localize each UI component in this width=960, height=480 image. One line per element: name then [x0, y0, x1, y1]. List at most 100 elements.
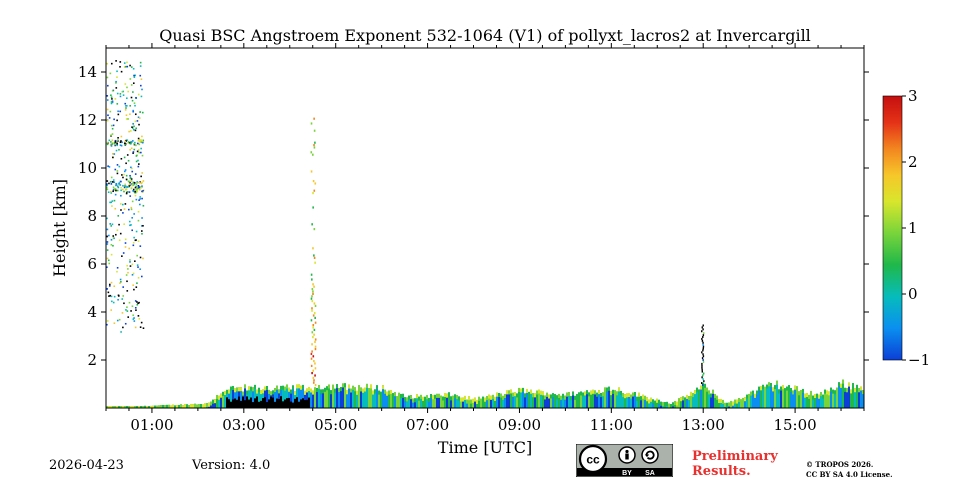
bl-column-top — [468, 396, 470, 401]
bl-column — [418, 396, 420, 408]
bl-column-top — [704, 383, 706, 388]
cirrus-point — [124, 102, 127, 105]
bl-column-top — [588, 392, 590, 397]
bl-column-top — [216, 395, 218, 400]
bl-column-top — [310, 388, 312, 393]
low-angstroem-cell — [232, 399, 234, 408]
bl-column-top — [728, 402, 730, 407]
bl-column — [736, 399, 738, 408]
bl-column-top — [674, 401, 676, 406]
plume-point — [312, 376, 315, 379]
cirrus-point — [110, 309, 113, 311]
bl-column — [224, 391, 226, 408]
bl-column — [796, 386, 798, 408]
cirrus-point — [106, 217, 108, 220]
bl-column — [406, 397, 408, 408]
bl-column — [608, 386, 610, 408]
cirrus-point — [128, 130, 130, 133]
plume-point — [310, 357, 313, 360]
bl-column-top — [474, 397, 476, 402]
footer-version: Version: 4.0 — [192, 458, 271, 473]
cirrus-point — [124, 188, 127, 191]
bl-column-top — [820, 392, 822, 397]
cirrus-point — [128, 185, 131, 188]
bl-column — [378, 390, 380, 408]
bl-column-top — [720, 398, 722, 403]
bl-column — [838, 382, 840, 408]
bl-column-top — [132, 406, 134, 408]
cirrus-point — [110, 96, 113, 99]
bl-column — [236, 387, 238, 408]
bl-column-top — [616, 391, 618, 396]
cirrus-point — [120, 331, 122, 333]
bl-column — [544, 395, 546, 408]
bl-column-top — [194, 403, 196, 408]
cirrus-point — [106, 143, 109, 146]
cirrus-point — [124, 184, 126, 187]
bl-column — [388, 390, 390, 408]
bl-column-top — [824, 389, 826, 394]
bl-column-top — [210, 401, 212, 406]
cirrus-point — [124, 203, 127, 205]
cirrus-point — [133, 317, 135, 319]
cirrus-point — [116, 70, 118, 73]
bl-column-top — [838, 382, 840, 387]
bl-column — [590, 390, 592, 408]
bl-column-top — [528, 391, 530, 396]
bl-column — [306, 388, 308, 408]
bl-column — [692, 393, 694, 408]
low-angstroem-cell — [304, 399, 306, 408]
bl-column — [304, 390, 306, 408]
cirrus-point — [131, 305, 134, 308]
bl-column — [244, 384, 246, 408]
cirrus-point — [135, 309, 137, 311]
cirrus-point — [125, 140, 127, 142]
cirrus-point — [125, 309, 127, 311]
plume-point — [312, 324, 315, 327]
cirrus-point — [108, 262, 111, 265]
cirrus-point — [121, 90, 124, 93]
bl-column — [812, 395, 814, 408]
bl-column — [464, 395, 466, 408]
cirrus-point — [130, 186, 133, 189]
bl-column-top — [124, 406, 126, 408]
cirrus-point — [113, 181, 116, 183]
cirrus-point — [125, 105, 128, 107]
bl-column-top — [664, 402, 666, 407]
bl-column-top — [606, 387, 608, 392]
cirrus-point — [126, 154, 129, 156]
low-angstroem-cell — [280, 396, 282, 408]
plume-point — [312, 381, 315, 384]
cirrus-point — [113, 118, 115, 121]
cirrus-point — [114, 168, 117, 171]
cirrus-point — [141, 88, 143, 91]
cirrus-point — [124, 65, 127, 68]
cirrus-point — [129, 148, 131, 151]
thin-column-point — [701, 368, 703, 371]
bl-column — [788, 385, 790, 408]
low-angstroem-cell — [238, 396, 240, 408]
cirrus-point — [131, 99, 134, 102]
cirrus-point — [125, 118, 128, 120]
plume-point — [311, 223, 313, 226]
cirrus-point — [106, 228, 109, 231]
bl-column-top — [490, 395, 492, 400]
low-angstroem-cell — [298, 401, 300, 408]
cirrus-point — [142, 327, 145, 330]
cirrus-point — [137, 240, 140, 243]
bl-column — [520, 388, 522, 408]
bl-column-top — [140, 406, 142, 408]
cirrus-point — [133, 236, 135, 239]
bl-column — [610, 391, 612, 408]
bl-column — [690, 391, 692, 408]
bl-column — [686, 394, 688, 408]
plume-point — [310, 297, 313, 300]
bl-column-top — [592, 389, 594, 394]
y-tick-label: 2 — [87, 351, 97, 369]
cirrus-point — [115, 149, 118, 152]
plume-point — [310, 273, 313, 276]
plume-point — [313, 146, 316, 149]
plume-point — [313, 312, 316, 315]
cirrus-point — [132, 82, 135, 85]
bl-column-top — [856, 384, 858, 389]
